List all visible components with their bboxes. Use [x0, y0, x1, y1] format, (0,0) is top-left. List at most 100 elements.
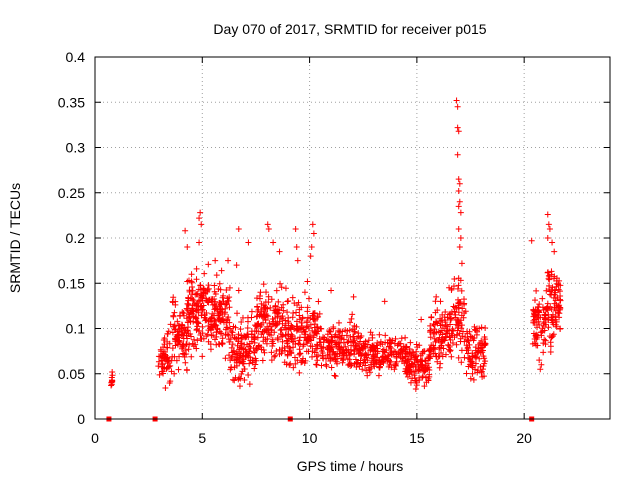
- data-point: [312, 345, 319, 352]
- data-point: [413, 379, 420, 386]
- data-point: [293, 244, 300, 251]
- data-point: [291, 354, 298, 361]
- data-point: [543, 287, 550, 294]
- data-point: [471, 326, 478, 333]
- data-point: [553, 283, 560, 290]
- data-point: [210, 322, 217, 329]
- data-point: [467, 333, 474, 340]
- data-point: [277, 280, 284, 287]
- data-point: [366, 369, 373, 376]
- data-point: [184, 244, 191, 251]
- data-point: [432, 309, 439, 316]
- data-point: [307, 321, 314, 328]
- data-point: [242, 352, 249, 359]
- data-point: [164, 344, 171, 351]
- data-point: [236, 359, 243, 366]
- data-point: [469, 353, 476, 360]
- data-point: [392, 361, 399, 368]
- data-point: [415, 367, 422, 374]
- data-point: [317, 325, 324, 332]
- data-point: [196, 215, 203, 222]
- data-point: [548, 291, 555, 298]
- data-point: [246, 340, 253, 347]
- data-point: [460, 296, 467, 303]
- data-point: [182, 227, 189, 234]
- data-point: [238, 358, 245, 365]
- data-point: [330, 325, 337, 332]
- data-point: [241, 365, 248, 372]
- data-point: [284, 352, 291, 359]
- data-point: [447, 336, 454, 343]
- data-point: [536, 301, 543, 308]
- data-point: [482, 340, 489, 347]
- data-point: [190, 343, 197, 350]
- data-point: [479, 349, 486, 356]
- data-point: [319, 355, 326, 362]
- data-point: [196, 239, 203, 246]
- data-point: [199, 306, 206, 313]
- data-point: [305, 337, 312, 344]
- data-point: [441, 336, 448, 343]
- data-point: [190, 297, 197, 304]
- data-point: [364, 341, 371, 348]
- data-point: [453, 332, 460, 339]
- data-point: [228, 328, 235, 335]
- data-point: [198, 292, 205, 299]
- data-point: [373, 345, 380, 352]
- data-point: [437, 298, 444, 305]
- data-point: [482, 358, 489, 365]
- data-point: [199, 323, 206, 330]
- data-point: [264, 221, 271, 228]
- data-point: [155, 358, 162, 365]
- data-point: [276, 346, 283, 353]
- data-point: [318, 348, 325, 355]
- data-point: [353, 323, 360, 330]
- data-point: [175, 366, 182, 373]
- data-point: [233, 262, 240, 269]
- data-point: [253, 295, 260, 302]
- data-point: [265, 225, 272, 232]
- data-point: [270, 340, 277, 347]
- data-point: [199, 295, 206, 302]
- data-point: [173, 357, 180, 364]
- data-point: [161, 335, 168, 342]
- data-point: [285, 314, 292, 321]
- y-tick-label: 0.05: [58, 366, 85, 382]
- data-point: [453, 97, 460, 104]
- data-point: [176, 337, 183, 344]
- data-point: [398, 335, 405, 342]
- data-point: [283, 337, 290, 344]
- data-point: [472, 327, 479, 334]
- data-point: [299, 358, 306, 365]
- data-point: [454, 124, 461, 131]
- data-point: [369, 332, 376, 339]
- data-point: [552, 313, 559, 320]
- data-point: [458, 359, 465, 366]
- data-point: [387, 345, 394, 352]
- data-point: [226, 339, 233, 346]
- data-point: [272, 352, 279, 359]
- data-point: [194, 337, 201, 344]
- data-point: [406, 371, 413, 378]
- data-point: [304, 308, 311, 315]
- data-point: [296, 337, 303, 344]
- data-point: [301, 289, 308, 296]
- data-point: [469, 362, 476, 369]
- data-point: [109, 378, 116, 385]
- data-point: [326, 339, 333, 346]
- data-point: [193, 265, 200, 272]
- data-point: [363, 367, 370, 374]
- data-point: [311, 329, 318, 336]
- data-point: [189, 340, 196, 347]
- data-point: [285, 325, 292, 332]
- data-point: [268, 296, 275, 303]
- data-point: [382, 354, 389, 361]
- data-point: [481, 341, 488, 348]
- data-point: [431, 326, 438, 333]
- data-point: [229, 341, 236, 348]
- data-point: [155, 353, 162, 360]
- data-point: [235, 338, 242, 345]
- data-point: [182, 359, 189, 366]
